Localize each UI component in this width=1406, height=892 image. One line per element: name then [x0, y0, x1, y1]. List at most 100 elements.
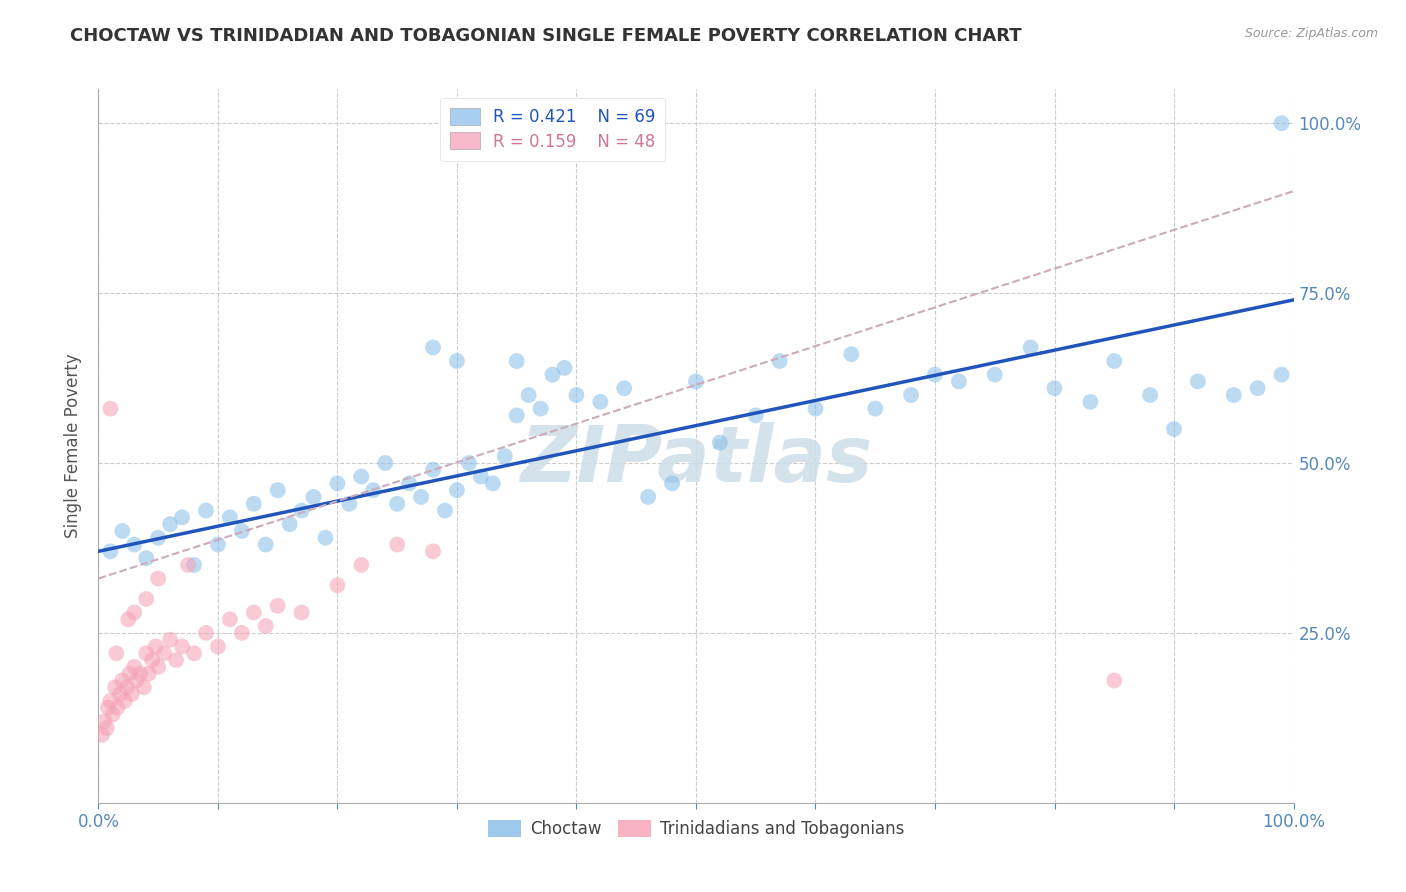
Point	[1271, 368, 1294, 382]
Point	[948, 375, 970, 389]
Point	[589, 394, 612, 409]
Point	[278, 517, 301, 532]
Point	[446, 354, 468, 368]
Point	[267, 483, 290, 498]
Point	[231, 626, 253, 640]
Point	[111, 524, 134, 538]
Point	[374, 456, 396, 470]
Text: CHOCTAW VS TRINIDADIAN AND TOBAGONIAN SINGLE FEMALE POVERTY CORRELATION CHART: CHOCTAW VS TRINIDADIAN AND TOBAGONIAN SI…	[70, 27, 1022, 45]
Point	[107, 700, 129, 714]
Point	[422, 463, 444, 477]
Point	[243, 497, 266, 511]
Point	[506, 354, 529, 368]
Point	[114, 694, 136, 708]
Point	[254, 537, 277, 551]
Point	[121, 687, 143, 701]
Point	[291, 503, 314, 517]
Point	[117, 612, 139, 626]
Point	[1223, 388, 1246, 402]
Point	[132, 680, 155, 694]
Point	[1019, 341, 1042, 355]
Point	[900, 388, 922, 402]
Point	[517, 388, 540, 402]
Point	[482, 476, 505, 491]
Point	[422, 341, 444, 355]
Point	[118, 666, 141, 681]
Point	[685, 375, 707, 389]
Point	[145, 640, 167, 654]
Point	[984, 368, 1007, 382]
Point	[1080, 394, 1102, 409]
Point	[385, 537, 409, 551]
Point	[138, 666, 160, 681]
Point	[326, 578, 349, 592]
Point	[350, 558, 373, 572]
Point	[745, 409, 768, 423]
Point	[769, 354, 792, 368]
Point	[104, 680, 127, 694]
Point	[148, 531, 170, 545]
Point	[565, 388, 588, 402]
Point	[135, 646, 157, 660]
Point	[411, 490, 433, 504]
Point	[1271, 116, 1294, 130]
Point	[97, 700, 120, 714]
Text: Source: ZipAtlas.com: Source: ZipAtlas.com	[1244, 27, 1378, 40]
Point	[841, 347, 863, 361]
Point	[98, 694, 122, 708]
Point	[1187, 375, 1209, 389]
Point	[135, 591, 157, 606]
Point	[195, 626, 218, 640]
Point	[470, 469, 492, 483]
Point	[165, 653, 187, 667]
Point	[865, 401, 887, 416]
Point	[530, 401, 553, 416]
Point	[458, 456, 481, 470]
Point	[98, 401, 122, 416]
Point	[1104, 354, 1126, 368]
Point	[177, 558, 200, 572]
Point	[291, 606, 314, 620]
Point	[141, 653, 163, 667]
Point	[924, 368, 946, 382]
Point	[267, 599, 290, 613]
Point	[124, 537, 146, 551]
Point	[93, 714, 115, 729]
Point	[398, 476, 420, 491]
Point	[129, 666, 152, 681]
Point	[153, 646, 176, 660]
Point	[183, 646, 205, 660]
Point	[183, 558, 205, 572]
Point	[434, 503, 457, 517]
Point	[254, 619, 277, 633]
Point	[172, 640, 194, 654]
Point	[1247, 381, 1270, 395]
Point	[105, 646, 128, 660]
Point	[231, 524, 253, 538]
Point	[350, 469, 373, 483]
Point	[124, 606, 146, 620]
Point	[101, 707, 124, 722]
Point	[159, 517, 181, 532]
Point	[302, 490, 325, 504]
Point	[385, 497, 409, 511]
Point	[195, 503, 218, 517]
Point	[135, 551, 157, 566]
Point	[339, 497, 361, 511]
Point	[804, 401, 827, 416]
Point	[243, 606, 266, 620]
Point	[159, 632, 181, 647]
Point	[494, 449, 516, 463]
Point	[108, 687, 131, 701]
Point	[219, 612, 242, 626]
Point	[111, 673, 134, 688]
Point	[422, 544, 444, 558]
Point	[91, 728, 114, 742]
Point	[363, 483, 385, 498]
Point	[661, 476, 683, 491]
Point	[554, 360, 576, 375]
Point	[326, 476, 349, 491]
Point	[613, 381, 636, 395]
Point	[1043, 381, 1066, 395]
Point	[1163, 422, 1185, 436]
